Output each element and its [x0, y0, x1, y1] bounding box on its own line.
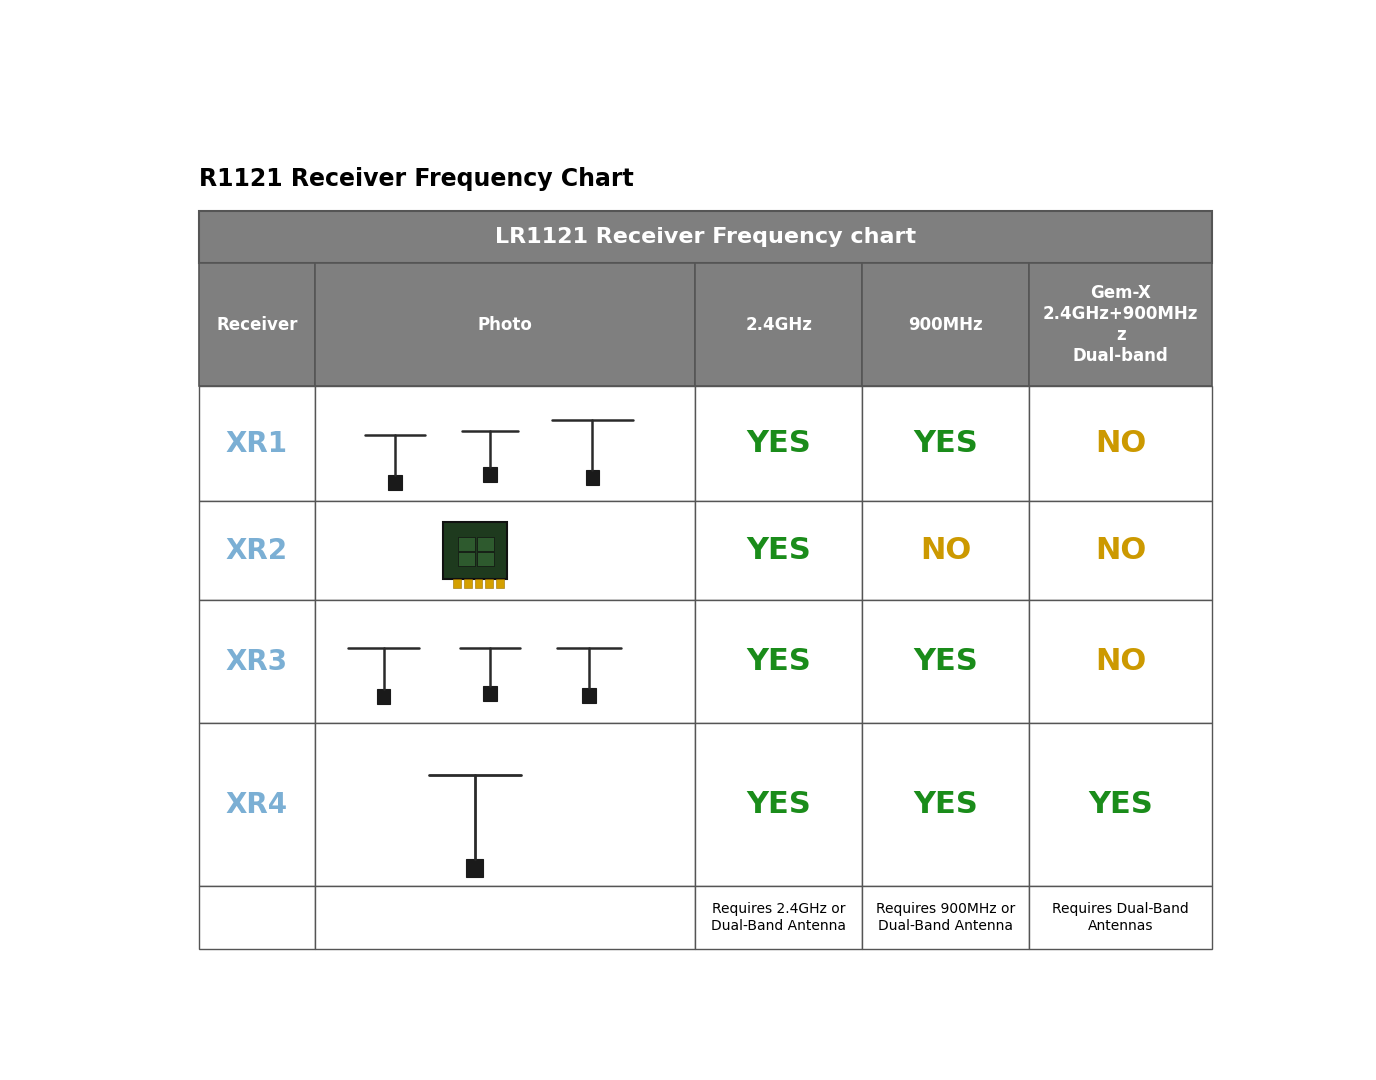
Bar: [863, 887, 1029, 948]
Bar: [863, 599, 1029, 724]
Bar: [443, 523, 506, 579]
Text: YES: YES: [914, 647, 978, 676]
Bar: [198, 501, 315, 599]
Bar: [198, 262, 315, 387]
Text: Gem-X
2.4GHz+900MHz
z
Dual-band: Gem-X 2.4GHz+900MHz z Dual-band: [1043, 284, 1198, 365]
Bar: [1029, 501, 1212, 599]
Bar: [695, 501, 863, 599]
Bar: [497, 579, 504, 589]
Text: YES: YES: [746, 647, 810, 676]
Bar: [198, 211, 1212, 262]
Bar: [1029, 387, 1212, 501]
Bar: [315, 887, 695, 948]
Bar: [586, 470, 600, 485]
Bar: [377, 689, 391, 704]
Bar: [695, 724, 863, 887]
Bar: [315, 501, 695, 599]
Bar: [315, 724, 695, 887]
Text: YES: YES: [746, 536, 810, 565]
Text: XR2: XR2: [226, 537, 288, 565]
Bar: [863, 501, 1029, 599]
Bar: [477, 538, 494, 551]
Text: NO: NO: [921, 536, 971, 565]
Bar: [1029, 599, 1212, 724]
Bar: [466, 859, 483, 877]
Bar: [315, 387, 695, 501]
Text: NO: NO: [1095, 536, 1146, 565]
Bar: [486, 579, 493, 589]
Text: Requires Dual-Band
Antennas: Requires Dual-Band Antennas: [1053, 902, 1189, 932]
Text: Requires 2.4GHz or
Dual-Band Antenna: Requires 2.4GHz or Dual-Band Antenna: [711, 902, 846, 932]
Text: XR3: XR3: [226, 648, 288, 676]
Text: Photo: Photo: [477, 315, 533, 334]
Bar: [477, 552, 494, 566]
Text: YES: YES: [746, 430, 810, 458]
Text: Receiver: Receiver: [216, 315, 297, 334]
Bar: [483, 686, 497, 701]
Text: 2.4GHz: 2.4GHz: [746, 315, 812, 334]
Text: 900MHz: 900MHz: [908, 315, 982, 334]
Bar: [582, 688, 596, 702]
Bar: [458, 552, 475, 566]
Text: Requires 900MHz or
Dual-Band Antenna: Requires 900MHz or Dual-Band Antenna: [877, 902, 1015, 932]
Bar: [483, 468, 497, 482]
Bar: [695, 387, 863, 501]
Bar: [863, 387, 1029, 501]
Text: XR4: XR4: [226, 791, 288, 819]
Text: NO: NO: [1095, 430, 1146, 458]
Text: LR1121 Receiver Frequency chart: LR1121 Receiver Frequency chart: [494, 227, 916, 247]
Text: R1121 Receiver Frequency Chart: R1121 Receiver Frequency Chart: [198, 167, 633, 191]
Bar: [198, 387, 315, 501]
Bar: [198, 724, 315, 887]
Bar: [1029, 887, 1212, 948]
Bar: [695, 262, 863, 387]
Bar: [458, 538, 475, 551]
Text: YES: YES: [914, 430, 978, 458]
Bar: [464, 579, 472, 589]
Text: YES: YES: [1088, 791, 1153, 820]
Bar: [388, 474, 402, 489]
Text: YES: YES: [914, 791, 978, 820]
Bar: [863, 262, 1029, 387]
Bar: [315, 262, 695, 387]
Bar: [1029, 724, 1212, 887]
Text: YES: YES: [746, 791, 810, 820]
Bar: [198, 599, 315, 724]
Bar: [1029, 262, 1212, 387]
Bar: [198, 887, 315, 948]
Bar: [695, 599, 863, 724]
Bar: [695, 887, 863, 948]
Text: XR1: XR1: [226, 430, 288, 458]
Bar: [863, 724, 1029, 887]
Bar: [475, 579, 482, 589]
Bar: [454, 579, 461, 589]
Text: NO: NO: [1095, 647, 1146, 676]
Bar: [315, 599, 695, 724]
